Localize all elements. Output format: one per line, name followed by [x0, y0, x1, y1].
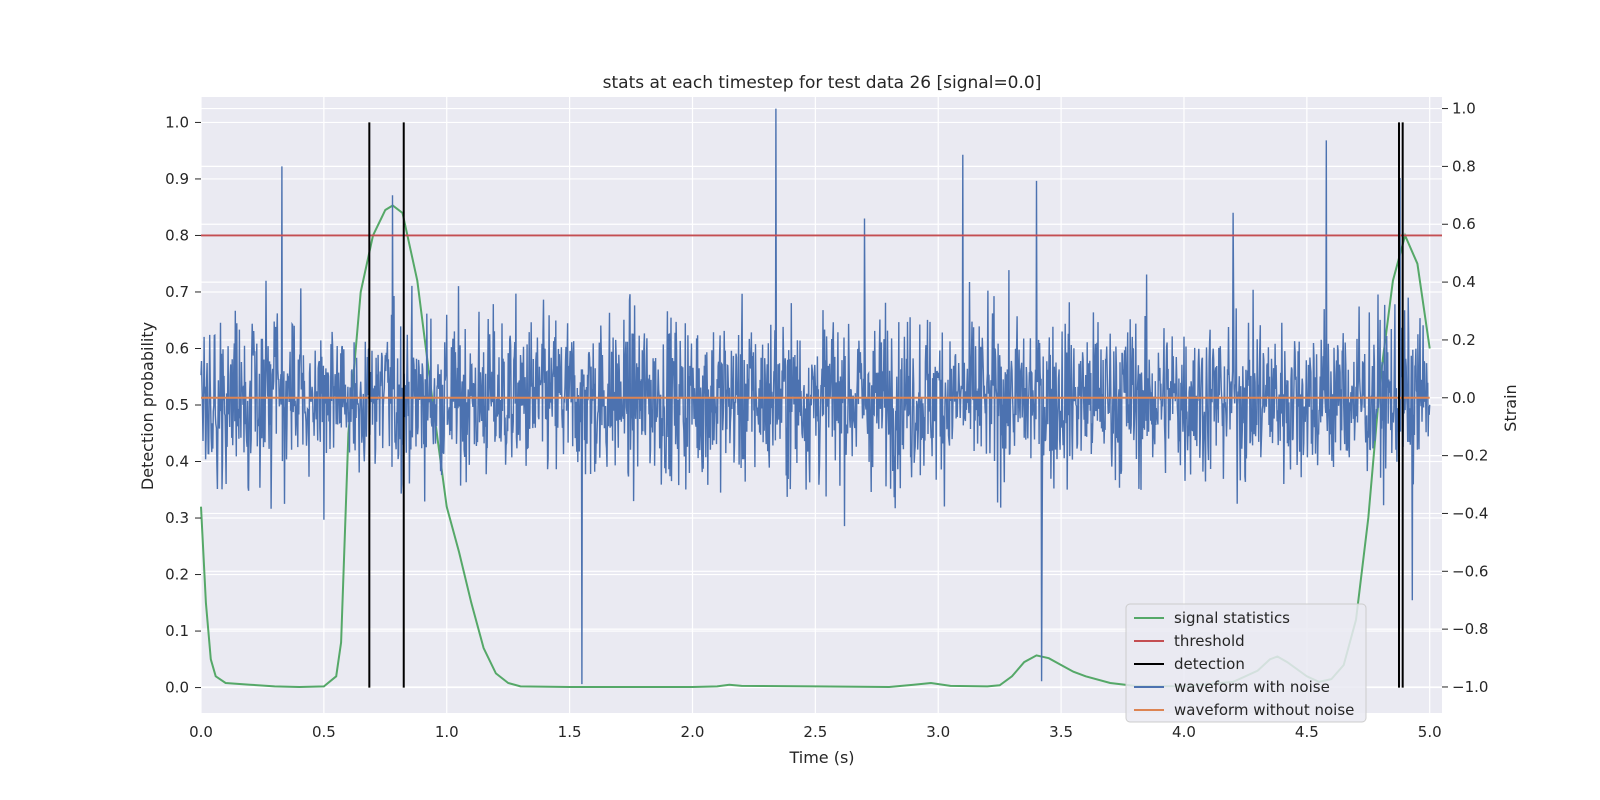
- x-tick-label: 4.0: [1172, 723, 1196, 741]
- y-tick-label: 0.2: [165, 566, 189, 584]
- y2-tick-label: −0.6: [1452, 562, 1488, 580]
- y2-tick-label: −0.4: [1452, 504, 1488, 522]
- y2-tick-label: 0.2: [1452, 331, 1476, 349]
- legend-label: waveform without noise: [1174, 701, 1354, 719]
- x-axis-label: Time (s): [788, 748, 854, 767]
- right-axis-label: Strain: [1501, 384, 1520, 431]
- y-tick-label: 0.1: [165, 622, 189, 640]
- legend-label: waveform with noise: [1174, 678, 1330, 696]
- y-tick-label: 0.4: [165, 453, 189, 471]
- y-tick-label: 0.8: [165, 226, 189, 244]
- y-tick-label: 1.0: [165, 113, 189, 131]
- legend-label: signal statistics: [1174, 609, 1290, 627]
- y-tick-label: 0.9: [165, 170, 189, 188]
- x-tick-label: 2.5: [803, 723, 827, 741]
- legend: signal statistics threshold detection wavef…: [1125, 603, 1367, 723]
- y2-tick-label: −0.2: [1452, 447, 1488, 465]
- y-tick-label: 0.3: [165, 509, 189, 527]
- x-tick-label: 3.0: [926, 723, 950, 741]
- x-tick-label: 0.0: [189, 723, 213, 741]
- y2-tick-label: −1.0: [1452, 678, 1488, 696]
- x-tick-label: 2.0: [681, 723, 705, 741]
- y2-tick-label: 0.4: [1452, 273, 1476, 291]
- waveform-with-noise-line: [200, 108, 1431, 685]
- x-tick-label: 0.5: [312, 723, 336, 741]
- x-tick-label: 3.5: [1049, 723, 1073, 741]
- y-tick-label: 0.5: [165, 396, 189, 414]
- chart-title: stats at each timestep for test data 26 …: [603, 73, 1042, 93]
- y-tick-label: 0.6: [165, 339, 189, 357]
- y2-tick-label: 0.0: [1452, 389, 1476, 407]
- legend-label: detection: [1174, 655, 1245, 673]
- legend-label: threshold: [1174, 632, 1245, 650]
- y-tick-label: 0.7: [165, 283, 189, 301]
- right-axis-ticks: −1.0 −0.8 −0.6 −0.4 −0.2 0.0 0.2 0.4 0.6 0.8 1.0: [1442, 100, 1488, 696]
- x-tick-label: 1.5: [558, 723, 582, 741]
- y2-tick-label: 0.6: [1452, 215, 1476, 233]
- x-tick-label: 1.0: [435, 723, 459, 741]
- y2-tick-label: −0.8: [1452, 620, 1488, 638]
- x-axis-ticks: 0.0 0.5 1.0 1.5 2.0 2.5 3.0 3.5 4.0 4.5 5.0: [189, 723, 1442, 741]
- y2-tick-label: 1.0: [1452, 100, 1476, 118]
- y2-tick-label: 0.8: [1452, 157, 1476, 175]
- left-axis-label: Detection probability: [138, 322, 157, 490]
- x-tick-label: 5.0: [1418, 723, 1442, 741]
- y-tick-label: 0.0: [165, 679, 189, 697]
- x-tick-label: 4.5: [1295, 723, 1319, 741]
- left-axis-ticks: 0.0 0.1 0.2 0.3 0.4 0.5 0.6 0.7 0.8 0.9 1.0: [165, 113, 201, 697]
- legend-box: [1125, 603, 1367, 723]
